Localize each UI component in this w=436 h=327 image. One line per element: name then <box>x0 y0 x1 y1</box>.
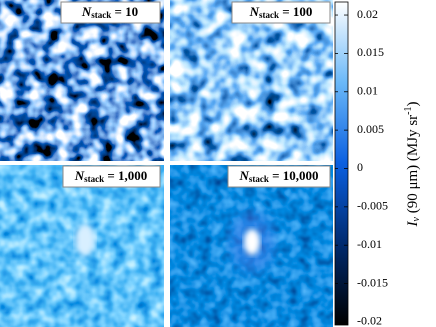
source <box>75 224 95 256</box>
y-tick-label: -0.01 <box>357 237 382 251</box>
panel-labels: Nstack = 10 Nstack = 100 Nstack = 1,000 … <box>60 1 331 188</box>
source <box>244 229 260 255</box>
colorbar-label: Iν (90 μm) (MJy sr-1) <box>403 102 422 228</box>
panel-label: Nstack = 100 <box>249 4 313 20</box>
y-tick-label: 0.01 <box>357 84 378 98</box>
label-box <box>62 165 161 188</box>
label-box <box>60 1 161 24</box>
y-tick-label: 0.015 <box>357 45 384 59</box>
panel-image <box>170 0 333 161</box>
label-box <box>231 1 331 24</box>
y-tick-label: -0.005 <box>357 199 388 213</box>
panel-label: Nstack = 10 <box>81 4 138 20</box>
y-tick-label: -0.02 <box>357 314 382 327</box>
panel-label: Nstack = 10,000 <box>238 168 318 184</box>
y-tick-label: -0.015 <box>357 275 388 289</box>
y-tick-label: 0 <box>357 160 363 174</box>
y-tick-label: 0.02 <box>357 7 378 21</box>
panel-images <box>0 0 333 327</box>
panel-label: Nstack = 1,000 <box>74 168 148 184</box>
y-tick-label: 0.005 <box>357 122 384 136</box>
label-box <box>227 165 331 188</box>
colorbar <box>334 1 349 326</box>
panel-image <box>0 0 164 161</box>
